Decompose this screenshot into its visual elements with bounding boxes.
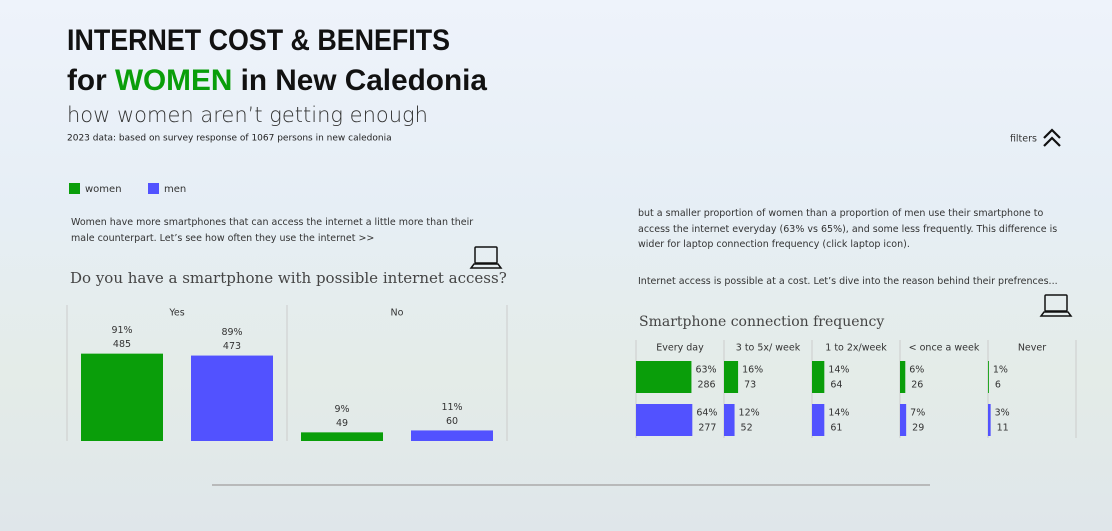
bar bbox=[636, 404, 693, 436]
value-label: 63% bbox=[695, 365, 716, 376]
panel-label: 3 to 5x/ week bbox=[736, 343, 801, 354]
value-label: 16% bbox=[742, 365, 763, 376]
value-label: 89% bbox=[221, 327, 242, 338]
bar bbox=[900, 361, 906, 393]
bar bbox=[724, 404, 735, 436]
count-label: 73 bbox=[744, 380, 756, 391]
count-label: 286 bbox=[697, 380, 715, 391]
count-label: 11 bbox=[997, 423, 1009, 434]
laptop-icon[interactable] bbox=[1039, 294, 1073, 317]
bar bbox=[812, 361, 825, 393]
count-label: 277 bbox=[698, 423, 716, 434]
legend-label: men bbox=[164, 184, 186, 195]
count-label: 49 bbox=[336, 418, 348, 429]
laptop-icon[interactable] bbox=[469, 246, 503, 269]
count-label: 52 bbox=[741, 423, 753, 434]
count-label: 29 bbox=[912, 423, 924, 434]
value-label: 12% bbox=[739, 408, 760, 419]
right-cost: Internet access is possible at a cost. L… bbox=[638, 276, 1058, 287]
bar bbox=[812, 404, 825, 436]
title-line1: INTERNET COST & BENEFITS bbox=[67, 24, 450, 57]
value-label: 3% bbox=[995, 408, 1010, 419]
chart-title: Do you have a smartphone with possible i… bbox=[70, 269, 507, 287]
panel-label: Yes bbox=[168, 308, 184, 319]
title-line2: for WOMEN in New Caledonia bbox=[67, 64, 487, 97]
bar bbox=[636, 361, 692, 393]
count-label: 485 bbox=[113, 339, 131, 350]
panel-label: 1 to 2x/week bbox=[825, 343, 887, 354]
value-label: 14% bbox=[828, 365, 849, 376]
note: 2023 data: based on survey response of 1… bbox=[67, 134, 392, 144]
bar bbox=[988, 404, 991, 436]
panel-label: Never bbox=[1018, 343, 1046, 354]
right-intro: but a smaller proportion of women than a… bbox=[638, 208, 1058, 250]
value-label: 91% bbox=[111, 325, 132, 336]
count-label: 26 bbox=[911, 380, 923, 391]
title-pre: for bbox=[67, 64, 115, 97]
bar bbox=[988, 361, 989, 393]
bar bbox=[724, 361, 739, 393]
panel-label: No bbox=[391, 308, 404, 319]
legend-label: women bbox=[85, 184, 122, 195]
title-highlight: WOMEN bbox=[115, 64, 232, 97]
filters-icon[interactable] bbox=[1043, 128, 1061, 147]
title-post: in New Caledonia bbox=[232, 64, 487, 97]
chart-title: Smartphone connection frequency bbox=[639, 314, 884, 330]
bar bbox=[301, 432, 383, 441]
value-label: 1% bbox=[993, 365, 1008, 376]
bar bbox=[191, 355, 273, 441]
value-label: 9% bbox=[334, 404, 349, 415]
value-label: 7% bbox=[910, 408, 925, 419]
count-label: 6 bbox=[995, 380, 1001, 391]
bar bbox=[81, 353, 163, 441]
bar bbox=[411, 430, 493, 441]
panel-label: < once a week bbox=[909, 343, 980, 354]
filters[interactable]: filters bbox=[1010, 134, 1037, 145]
count-label: 61 bbox=[830, 423, 842, 434]
count-label: 64 bbox=[830, 380, 842, 391]
legend-swatch bbox=[148, 183, 159, 194]
value-label: 14% bbox=[828, 408, 849, 419]
bar bbox=[900, 404, 907, 436]
value-label: 6% bbox=[909, 365, 924, 376]
panel-label: Every day bbox=[656, 343, 704, 354]
value-label: 64% bbox=[696, 408, 717, 419]
left-intro: Women have more smartphones that can acc… bbox=[71, 217, 474, 244]
legend-swatch bbox=[69, 183, 80, 194]
count-label: 60 bbox=[446, 416, 458, 427]
count-label: 473 bbox=[223, 341, 241, 352]
value-label: 11% bbox=[441, 402, 462, 413]
subtitle: how women aren’t getting enough bbox=[67, 103, 428, 127]
